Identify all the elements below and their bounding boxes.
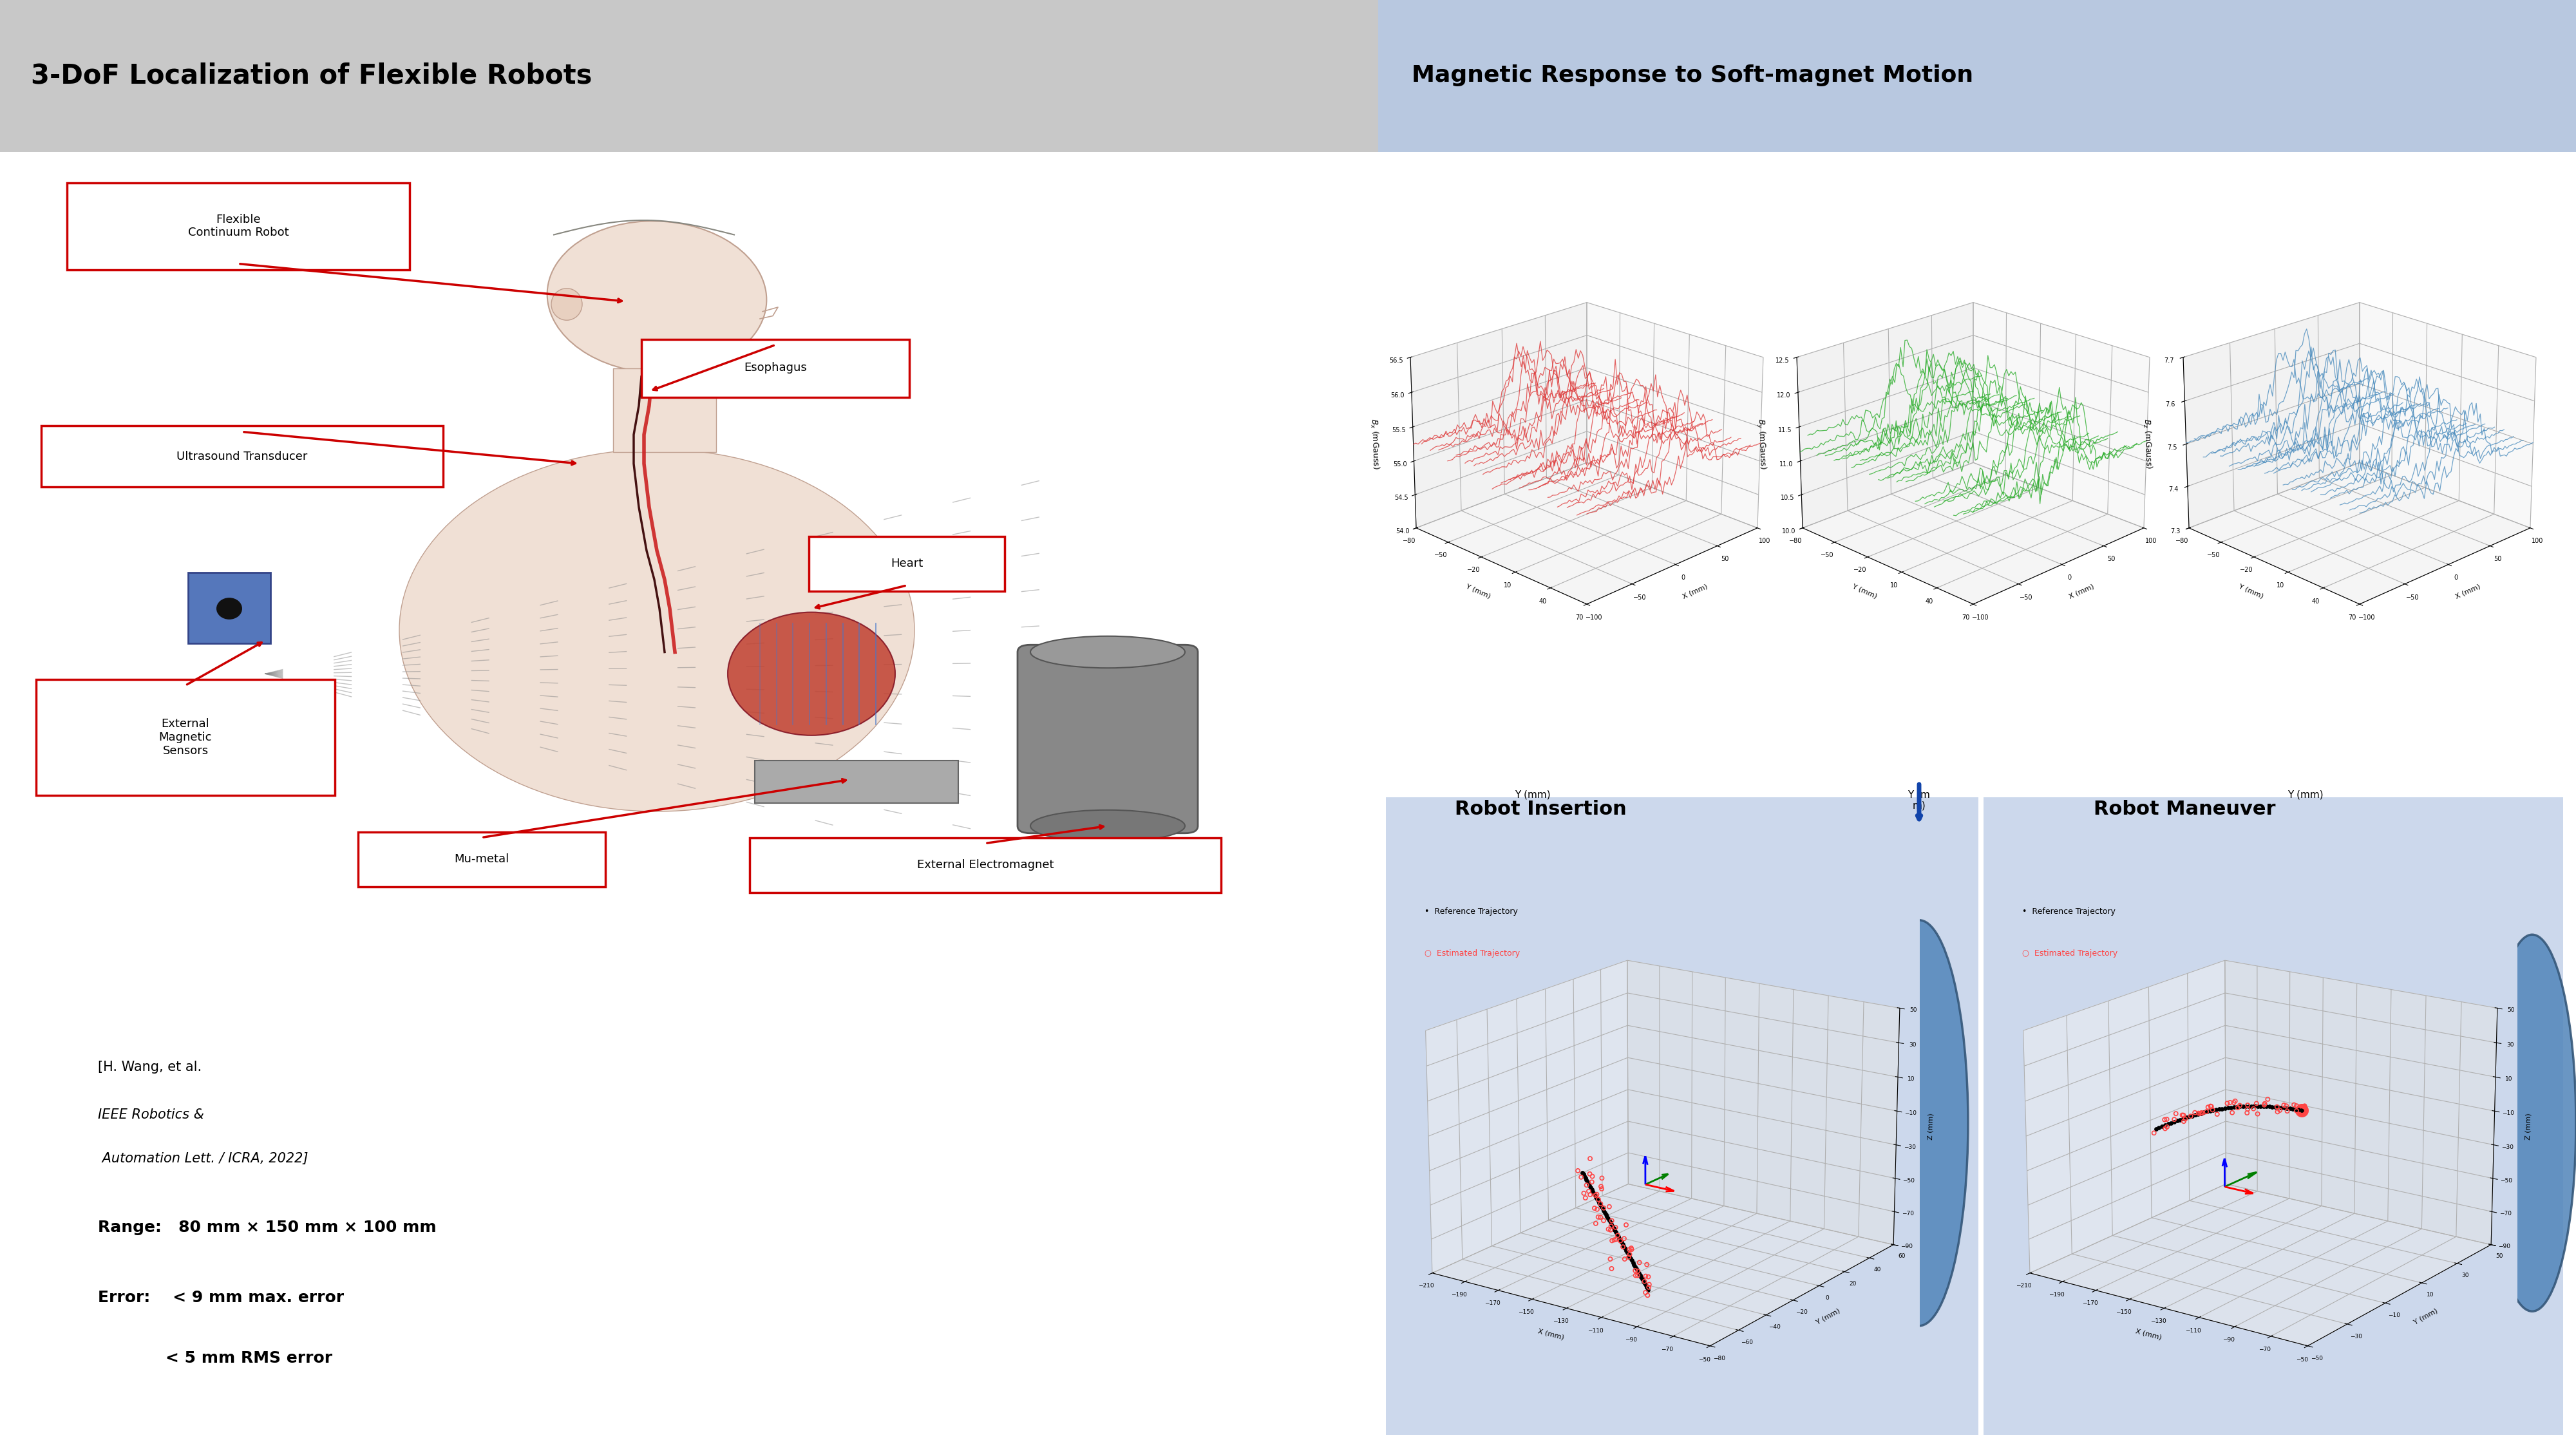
Y-axis label: Y (mm): Y (mm) <box>2411 1307 2439 1326</box>
FancyBboxPatch shape <box>0 152 1378 1449</box>
Y-axis label: Y (mm): Y (mm) <box>1852 582 1878 600</box>
X-axis label: X (mm): X (mm) <box>2069 582 2094 600</box>
Text: Flexible
Continuum Robot: Flexible Continuum Robot <box>188 213 289 239</box>
Ellipse shape <box>1030 810 1185 842</box>
Text: External
Magnetic
Sensors: External Magnetic Sensors <box>160 719 211 756</box>
FancyBboxPatch shape <box>755 761 958 803</box>
Y-axis label: Y (mm): Y (mm) <box>2239 582 2264 600</box>
Text: Error:    < 9 mm max. error: Error: < 9 mm max. error <box>98 1290 345 1306</box>
Ellipse shape <box>2488 935 2576 1311</box>
Text: IEEE Robotics &: IEEE Robotics & <box>98 1108 204 1122</box>
Text: Magnetic Response to Soft-magnet Motion: Magnetic Response to Soft-magnet Motion <box>1412 64 1973 87</box>
Text: < 5 mm RMS error: < 5 mm RMS error <box>98 1350 332 1366</box>
FancyBboxPatch shape <box>0 0 1378 152</box>
Ellipse shape <box>1870 920 1968 1326</box>
Text: Mu-metal: Mu-metal <box>453 853 510 865</box>
FancyBboxPatch shape <box>188 572 270 643</box>
FancyBboxPatch shape <box>67 183 410 270</box>
Ellipse shape <box>551 288 582 320</box>
Ellipse shape <box>1030 636 1185 668</box>
Text: [H. Wang, et al.: [H. Wang, et al. <box>98 1061 206 1074</box>
Ellipse shape <box>729 611 896 735</box>
FancyBboxPatch shape <box>755 838 958 880</box>
FancyBboxPatch shape <box>750 838 1221 893</box>
Text: •  Reference Trajectory: • Reference Trajectory <box>2022 907 2115 916</box>
Text: Heart: Heart <box>891 558 922 569</box>
FancyBboxPatch shape <box>77 174 1314 1014</box>
Text: 3-DoF Localization of Flexible Robots: 3-DoF Localization of Flexible Robots <box>31 62 592 88</box>
X-axis label: X (mm): X (mm) <box>2455 582 2481 600</box>
X-axis label: X (mm): X (mm) <box>2136 1329 2161 1342</box>
FancyBboxPatch shape <box>36 680 335 796</box>
Text: Automation Lett. / ICRA, 2022]: Automation Lett. / ICRA, 2022] <box>98 1152 309 1165</box>
Ellipse shape <box>546 222 768 372</box>
Ellipse shape <box>399 449 914 811</box>
X-axis label: X (mm): X (mm) <box>1538 1329 1564 1342</box>
Text: Esophagus: Esophagus <box>744 362 806 374</box>
FancyBboxPatch shape <box>1984 797 2563 1435</box>
Text: Y (m
m): Y (m m) <box>1909 790 1929 810</box>
FancyBboxPatch shape <box>1378 152 2576 1449</box>
Text: ○  Estimated Trajectory: ○ Estimated Trajectory <box>1425 949 1520 958</box>
Text: Robot Maneuver: Robot Maneuver <box>2094 800 2275 819</box>
Y-axis label: Y (mm): Y (mm) <box>1466 582 1492 600</box>
Text: Range:   80 mm × 150 mm × 100 mm: Range: 80 mm × 150 mm × 100 mm <box>98 1220 435 1236</box>
Text: •  Reference Trajectory: • Reference Trajectory <box>1425 907 1517 916</box>
Ellipse shape <box>216 597 242 620</box>
FancyBboxPatch shape <box>613 368 716 452</box>
Text: External Electromagnet: External Electromagnet <box>917 859 1054 871</box>
FancyBboxPatch shape <box>188 685 270 756</box>
X-axis label: X (mm): X (mm) <box>1682 582 1708 600</box>
FancyBboxPatch shape <box>1018 645 1198 833</box>
FancyBboxPatch shape <box>41 426 443 487</box>
Text: Y (mm): Y (mm) <box>1515 790 1551 800</box>
Text: Y (mm): Y (mm) <box>2287 790 2324 800</box>
Text: ○  Estimated Trajectory: ○ Estimated Trajectory <box>2022 949 2117 958</box>
Ellipse shape <box>216 710 242 732</box>
FancyBboxPatch shape <box>809 536 1005 591</box>
FancyBboxPatch shape <box>641 339 909 397</box>
FancyBboxPatch shape <box>1378 0 2576 152</box>
FancyBboxPatch shape <box>1386 797 1978 1435</box>
FancyBboxPatch shape <box>358 832 605 887</box>
Text: Robot Insertion: Robot Insertion <box>1455 800 1625 819</box>
Text: Ultrasound Transducer: Ultrasound Transducer <box>178 451 307 462</box>
Y-axis label: Y (mm): Y (mm) <box>1814 1307 1842 1326</box>
